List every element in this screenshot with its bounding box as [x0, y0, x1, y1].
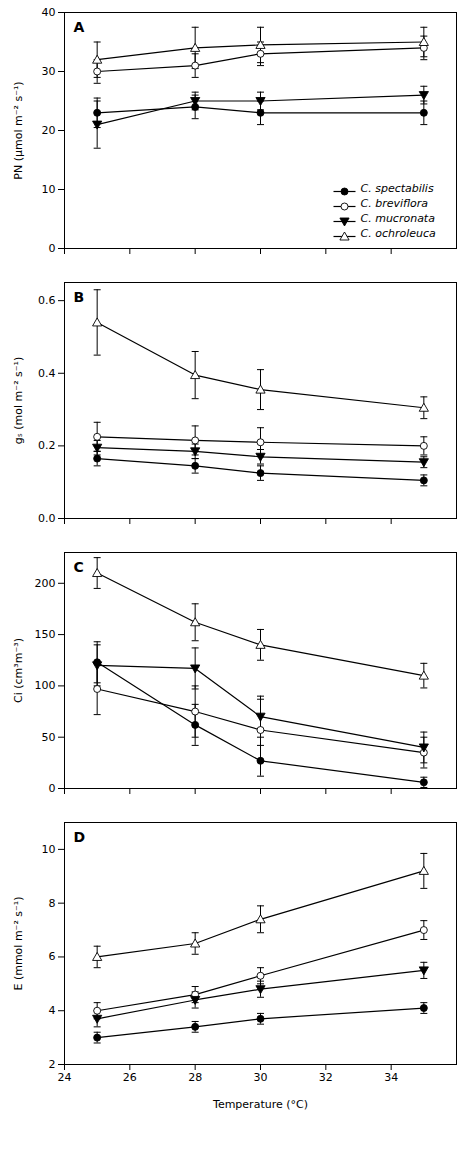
- svg-text:0: 0: [49, 242, 56, 255]
- svg-text:0.6: 0.6: [38, 294, 56, 307]
- svg-text:2: 2: [49, 1058, 56, 1071]
- svg-text:200: 200: [35, 577, 56, 590]
- svg-text:26: 26: [123, 1071, 137, 1084]
- svg-text:B: B: [74, 289, 85, 305]
- svg-text:C: C: [74, 559, 84, 575]
- svg-text:20: 20: [42, 124, 56, 137]
- svg-text:C. breviflora: C. breviflora: [361, 197, 429, 210]
- svg-text:0.4: 0.4: [38, 367, 56, 380]
- svg-text:A: A: [74, 19, 85, 35]
- svg-text:C. spectabilis: C. spectabilis: [361, 182, 434, 195]
- svg-text:10: 10: [42, 183, 56, 196]
- svg-text:8: 8: [49, 897, 56, 910]
- svg-text:0: 0: [49, 782, 56, 795]
- svg-text:10: 10: [42, 843, 56, 856]
- svg-text:50: 50: [42, 731, 56, 744]
- svg-text:28: 28: [188, 1071, 202, 1084]
- svg-text:C. mucronata: C. mucronata: [361, 212, 436, 225]
- svg-text:40: 40: [42, 6, 56, 19]
- svg-text:4: 4: [49, 1004, 56, 1017]
- svg-text:34: 34: [384, 1071, 398, 1084]
- svg-text:6: 6: [49, 950, 56, 963]
- svg-text:C. ochroleuca: C. ochroleuca: [361, 227, 437, 240]
- svg-text:30: 30: [254, 1071, 268, 1084]
- svg-text:100: 100: [35, 679, 56, 692]
- svg-text:32: 32: [319, 1071, 333, 1084]
- svg-text:E (mmol m⁻² s⁻¹): E (mmol m⁻² s⁻¹): [12, 896, 25, 990]
- svg-text:Ci (cm³m⁻³): Ci (cm³m⁻³): [12, 638, 25, 703]
- svg-text:0.0: 0.0: [38, 512, 56, 525]
- svg-text:0.2: 0.2: [38, 439, 56, 452]
- svg-text:gₛ (mol m⁻² s⁻¹): gₛ (mol m⁻² s⁻¹): [12, 357, 25, 445]
- svg-text:D: D: [74, 829, 86, 845]
- svg-text:150: 150: [35, 628, 56, 641]
- svg-text:Temperature (°C): Temperature (°C): [212, 1098, 308, 1111]
- svg-text:30: 30: [42, 65, 56, 78]
- svg-text:PN (μmol m⁻² s⁻¹): PN (μmol m⁻² s⁻¹): [12, 81, 25, 179]
- svg-text:24: 24: [58, 1071, 72, 1084]
